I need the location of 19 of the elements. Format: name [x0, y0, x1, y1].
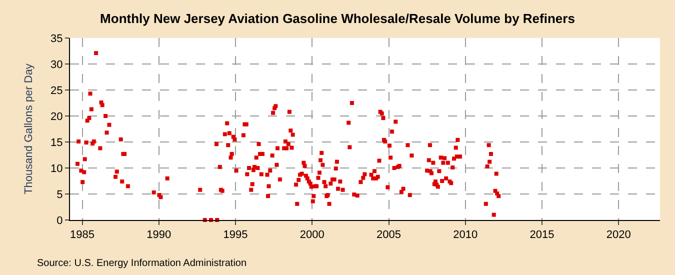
x-tick-label: 2010 [453, 229, 478, 242]
y-tick-label: 30 [50, 58, 63, 71]
chart-title: Monthly New Jersey Aviation Gasoline Wholesale/Resale Volume by Refiners [100, 10, 575, 26]
x-tick-label: 2005 [376, 229, 401, 242]
y-axis-title: Thousand Gallons per Day [23, 63, 36, 194]
y-tick-label: 10 [50, 162, 63, 175]
x-tick-label: 2020 [606, 229, 631, 242]
x-tick-label: 1990 [146, 229, 172, 242]
y-tick-label: 20 [50, 110, 63, 123]
y-tick-label: 35 [50, 32, 63, 45]
y-tick-label: 5 [56, 188, 63, 201]
x-tick-label: 1995 [223, 229, 248, 242]
y-tick-label: 25 [50, 84, 63, 97]
source-note: Source: U.S. Energy Information Administration [37, 258, 247, 269]
y-tick-label: 15 [50, 136, 63, 149]
y-tick-label: 0 [56, 214, 63, 227]
x-tick-label: 2000 [300, 229, 324, 242]
x-tick-label: 1985 [70, 229, 94, 242]
x-tick-label: 2015 [530, 229, 554, 242]
